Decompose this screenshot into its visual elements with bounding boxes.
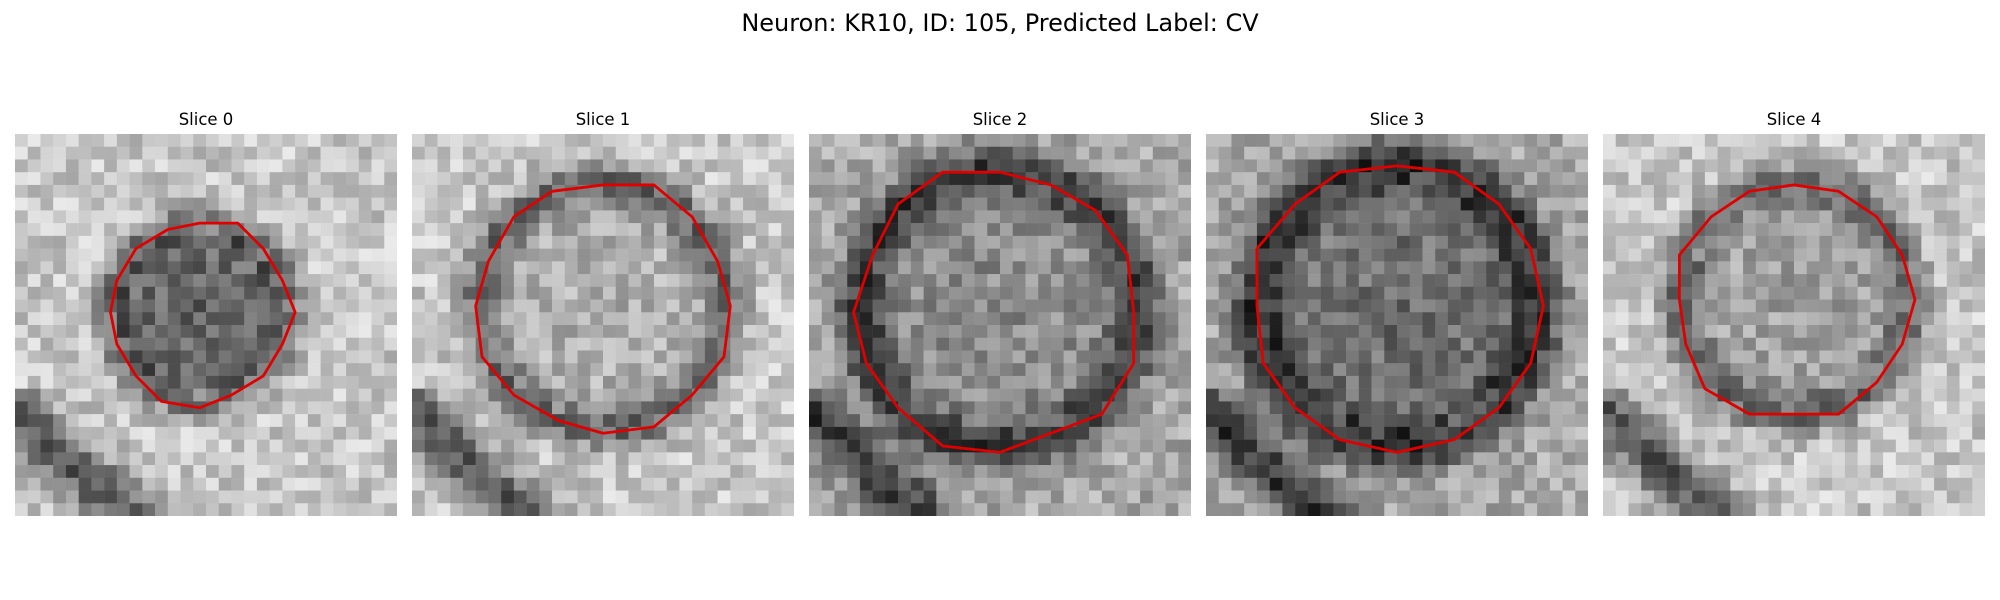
slice-panel-2: Slice 2: [809, 108, 1191, 516]
slice-panel-3: Slice 3: [1206, 108, 1588, 516]
slice-panel-1: Slice 1: [412, 108, 794, 516]
roi-contour: [474, 183, 732, 435]
pixel-grid: [412, 134, 794, 516]
slice-title: Slice 2: [972, 110, 1028, 129]
pixel-grid: [1603, 134, 1985, 516]
roi-contour: [109, 221, 297, 410]
slice-panel-0: Slice 0: [15, 108, 397, 516]
slice-title: Slice 1: [575, 110, 631, 129]
roi-contour: [852, 170, 1136, 454]
slice-image: [412, 134, 794, 516]
pixel-grid: [15, 134, 397, 516]
roi-contour: [1677, 183, 1917, 416]
roi-contour: [1255, 164, 1545, 454]
slice-title: Slice 3: [1369, 110, 1425, 129]
slice-image: [809, 134, 1191, 516]
slice-image: [15, 134, 397, 516]
slice-title: Slice 0: [178, 110, 234, 129]
pixel-grid: [1206, 134, 1588, 516]
pixel-grid: [809, 134, 1191, 516]
slice-image: [1206, 134, 1588, 516]
figure-title: Neuron: KR10, ID: 105, Predicted Label: …: [741, 9, 1259, 37]
slice-image: [1603, 134, 1985, 516]
slice-panel-4: Slice 4: [1603, 108, 1985, 516]
slice-title: Slice 4: [1766, 110, 1822, 129]
